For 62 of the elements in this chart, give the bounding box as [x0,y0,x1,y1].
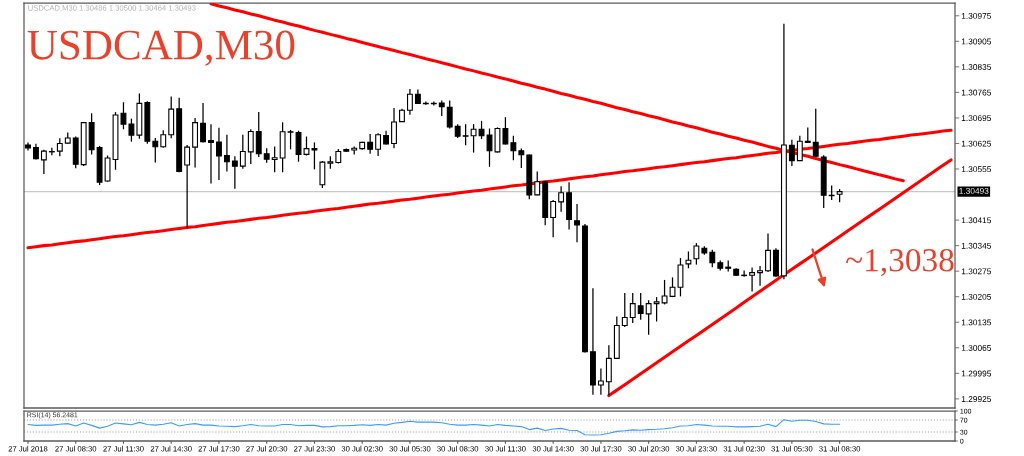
line-series [607,158,953,398]
y-tick-label: 1.30975 [961,12,992,19]
candlestick [550,199,557,238]
candlestick [653,296,660,323]
y-tick-label: 1.30135 [961,319,992,326]
line-series [27,419,841,436]
candlestick [645,299,652,336]
y-tick-label: 1.30065 [961,345,992,351]
candlestick [796,135,803,162]
candlestick [502,116,509,146]
candlestick [223,134,230,173]
candlestick [510,135,517,161]
candlestick [446,99,453,130]
text: USDCAD,M30 [27,30,295,66]
y-tick-label: 1.30415 [961,217,992,224]
candlestick [367,133,374,155]
candlestick [208,123,214,185]
candlestick [231,155,238,190]
candlestick [788,139,795,167]
candlestick [184,144,191,229]
y-tick-label: 1.30835 [961,64,992,70]
y-tick-label: 1.30345 [961,242,992,249]
candlestick [255,111,262,158]
candlestick [621,292,628,328]
candlestick [247,128,254,165]
candlestick [152,137,159,164]
candlestick [637,292,644,321]
candlestick [605,344,612,397]
y-tick-label: 1.30625 [961,140,992,147]
candlestick [757,265,763,287]
candlestick [216,127,222,181]
y-tick-label: 1.29925 [961,396,992,402]
candlestick [271,145,278,173]
candlestick [765,232,771,273]
candlestick [629,292,636,324]
candlestick [391,107,397,149]
candlestick [470,123,477,154]
y-tick-label: 1.30555 [961,166,992,173]
annotation: ~1,3038 [846,248,954,277]
y-tick-label: 1.30765 [961,89,992,96]
candlestick [518,147,525,169]
candlestick [693,242,700,266]
candlestick [597,367,604,396]
y-tick-label: 1.30205 [961,293,992,300]
candlestick [558,185,565,213]
candlestick [749,266,756,293]
candlestick [462,123,469,146]
candlestick [319,160,326,189]
candlestick [48,147,55,156]
candlestick [534,170,541,196]
y-tick-label: 1.30905 [961,38,992,45]
y-tick-label: 1.29995 [961,370,992,377]
candlestick [406,88,413,116]
y-tick-label: 1.30275 [961,268,992,275]
y-tick-label: 1.30695 [961,115,992,122]
candlestick [239,134,246,170]
candlestick [200,102,206,144]
candlestick [812,108,819,158]
candlestick [574,203,580,243]
ref-line-label: 1.30493 [959,187,989,194]
candlestick [375,132,382,157]
candlestick [40,149,47,175]
